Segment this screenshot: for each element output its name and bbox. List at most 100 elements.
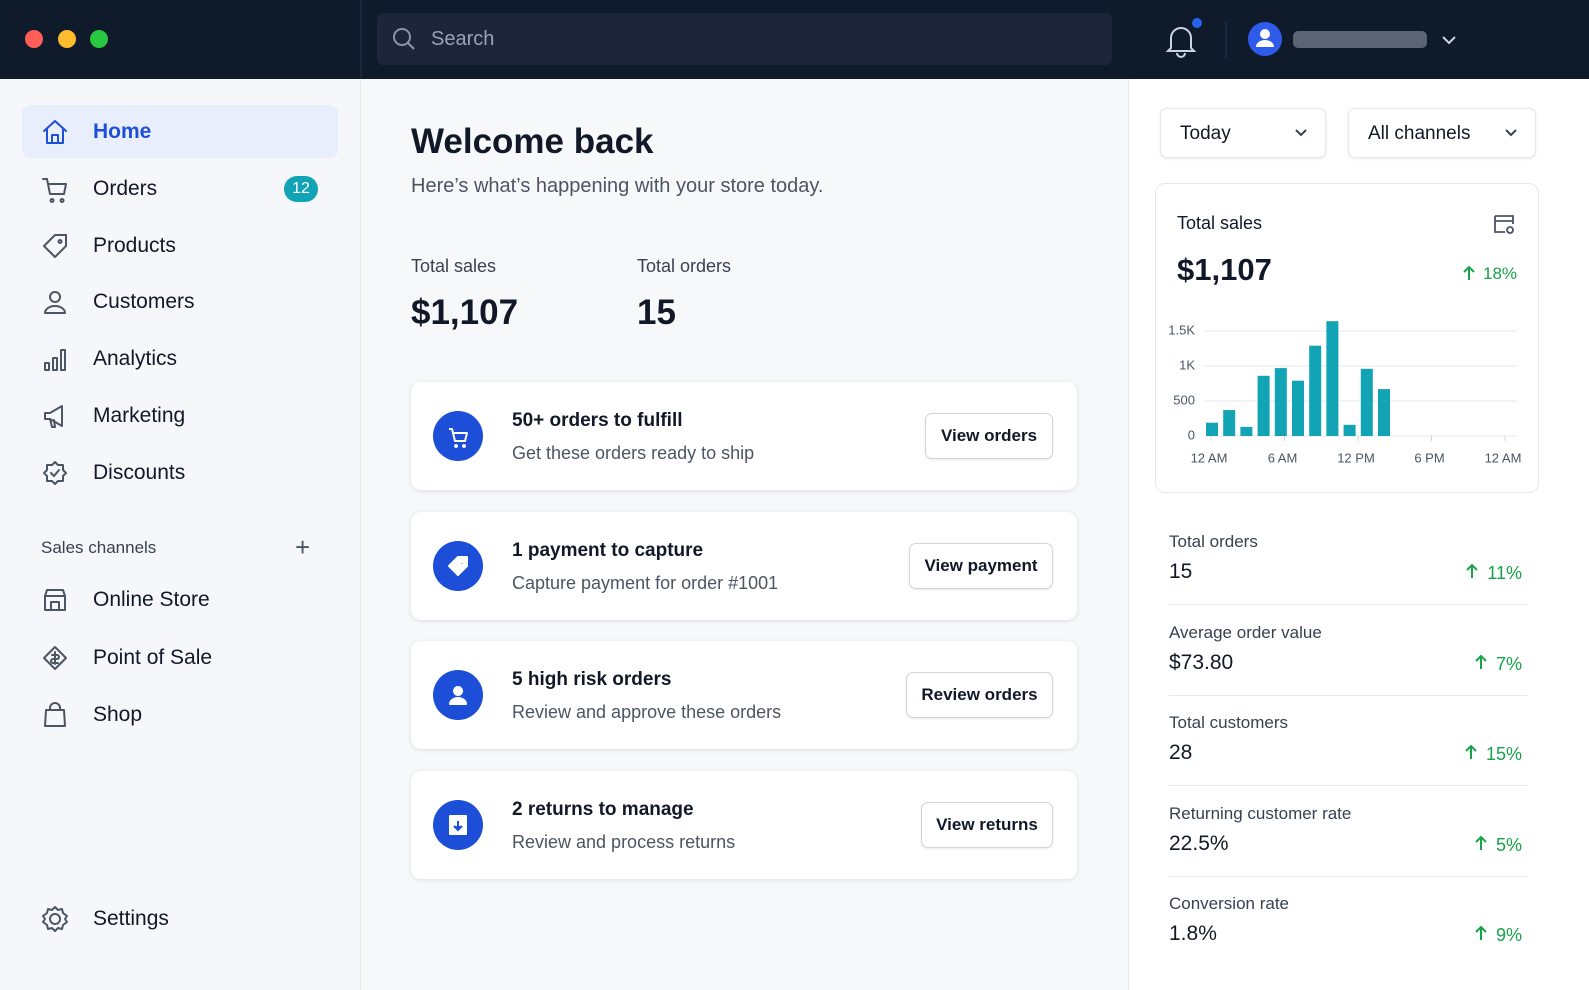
metric-change: 9%	[1495, 925, 1522, 945]
filter-dropdown[interactable]	[1348, 108, 1536, 158]
task-icon-glyph	[453, 820, 463, 831]
minimize-dot[interactable]	[58, 30, 76, 48]
nav-item[interactable]: Home	[93, 120, 152, 143]
x-tick-label: 12 AM	[1191, 450, 1228, 465]
card-icon	[1494, 215, 1514, 234]
dropdown-chevron	[1295, 129, 1307, 137]
metric-change: 11%	[1487, 563, 1522, 583]
icon	[44, 349, 66, 372]
task-button[interactable]: View returns	[921, 801, 1053, 848]
task-description: Get these orders ready to ship	[512, 443, 755, 463]
card-change: 18%	[1483, 264, 1518, 283]
x-tick-label: 12 PM	[1337, 450, 1375, 465]
task-icon	[433, 540, 483, 591]
metric-divider	[1169, 604, 1527, 605]
settings[interactable]: Settings	[93, 907, 169, 930]
nav-badge: 12	[284, 175, 318, 202]
icon	[44, 589, 66, 611]
nav-item[interactable]: Customers	[93, 290, 195, 314]
icon-shape	[44, 702, 66, 727]
bell-icon[interactable]	[1165, 27, 1197, 58]
page-title: Welcome back	[411, 122, 654, 161]
bar	[1206, 422, 1218, 436]
channel-item[interactable]: Point of Sale	[93, 645, 213, 669]
channel-item[interactable]: Shop	[93, 703, 143, 726]
bar	[1240, 426, 1253, 436]
icon-shape	[43, 645, 67, 670]
icon-shape	[44, 291, 66, 315]
up-arrow	[1475, 654, 1487, 669]
task-title: 50+ orders to fulfill	[512, 410, 683, 431]
chevron	[1295, 129, 1307, 137]
y-tick-label: 0	[1188, 427, 1195, 442]
up-arrow	[1475, 835, 1487, 850]
metric-label: Returning customer rate	[1169, 803, 1352, 823]
icon	[43, 645, 67, 670]
icon	[43, 460, 67, 485]
metric-value: 1.8%	[1169, 922, 1217, 945]
up-arrow	[1463, 265, 1475, 280]
task-icon	[433, 670, 483, 720]
up-arrow	[1465, 744, 1477, 759]
top-bar-graphics	[25, 0, 1456, 79]
icon	[44, 405, 63, 428]
nav-item[interactable]: Analytics	[93, 347, 178, 371]
metric-divider	[1169, 785, 1527, 786]
search-icon	[393, 28, 411, 46]
task-description: Review and approve these orders	[512, 702, 782, 722]
metric-change: 5%	[1495, 834, 1522, 855]
card-value: $1,107	[1177, 252, 1272, 287]
metric-label: Average order value	[1169, 622, 1322, 642]
channel-item[interactable]: Online Store	[93, 588, 210, 611]
nav-item[interactable]: Marketing	[93, 404, 186, 427]
task-button[interactable]: View payment	[909, 542, 1053, 589]
icon-shape	[42, 906, 68, 932]
add-channel[interactable]: +	[295, 532, 311, 562]
task-icon	[433, 799, 483, 850]
search-placeholder[interactable]: Search	[431, 28, 495, 50]
nav-item[interactable]: Discounts	[93, 460, 186, 484]
arrow-shape	[1475, 835, 1487, 850]
up-arrow	[1466, 563, 1478, 578]
account-chevron[interactable]	[1442, 36, 1456, 45]
metric-value: 15	[1169, 560, 1193, 583]
icon	[44, 702, 66, 727]
nav-item[interactable]: Products	[93, 233, 176, 257]
icon-shape	[43, 120, 67, 144]
search-icon	[407, 42, 415, 50]
task-icon-glyph	[449, 686, 467, 705]
metric-divider	[1169, 875, 1527, 877]
avatar-glyph	[1260, 29, 1270, 39]
metric-value: 28	[1169, 741, 1193, 764]
filter-label[interactable]: Today	[1180, 123, 1231, 144]
task-button[interactable]: View orders	[925, 413, 1053, 459]
metric-label: Total customers	[1169, 713, 1289, 732]
metric-value: $73.80	[1169, 650, 1234, 674]
notification-dot	[1192, 18, 1202, 28]
sidebar	[0, 79, 361, 990]
task-button[interactable]: Review orders	[906, 672, 1053, 718]
stat-value: 15	[637, 293, 676, 332]
arrow-shape	[1475, 654, 1487, 669]
x-tick-label: 6 PM	[1414, 450, 1444, 465]
task-description: Review and process returns	[512, 831, 736, 852]
arrow-shape	[1466, 563, 1478, 578]
bar	[1360, 368, 1373, 436]
filter-label[interactable]: All channels	[1368, 123, 1471, 144]
bar	[1309, 345, 1322, 436]
close-dot[interactable]	[25, 30, 43, 48]
page-subtitle: Here’s what’s happening with your store …	[411, 175, 824, 197]
top-bar: Search	[0, 0, 1589, 79]
metric-value: 22.5%	[1169, 831, 1229, 855]
task-icon-glyph	[449, 428, 468, 448]
arrow-shape	[1465, 744, 1477, 759]
icon-shape	[43, 233, 67, 258]
sales-card	[1155, 183, 1539, 493]
nav-item[interactable]: Orders	[93, 176, 158, 200]
card-icon-shape	[1494, 215, 1514, 234]
search-box[interactable]	[377, 13, 1112, 65]
zoom-dot[interactable]	[90, 30, 108, 48]
active-nav-bg[interactable]	[22, 105, 338, 158]
arrow-shape	[1463, 265, 1475, 280]
